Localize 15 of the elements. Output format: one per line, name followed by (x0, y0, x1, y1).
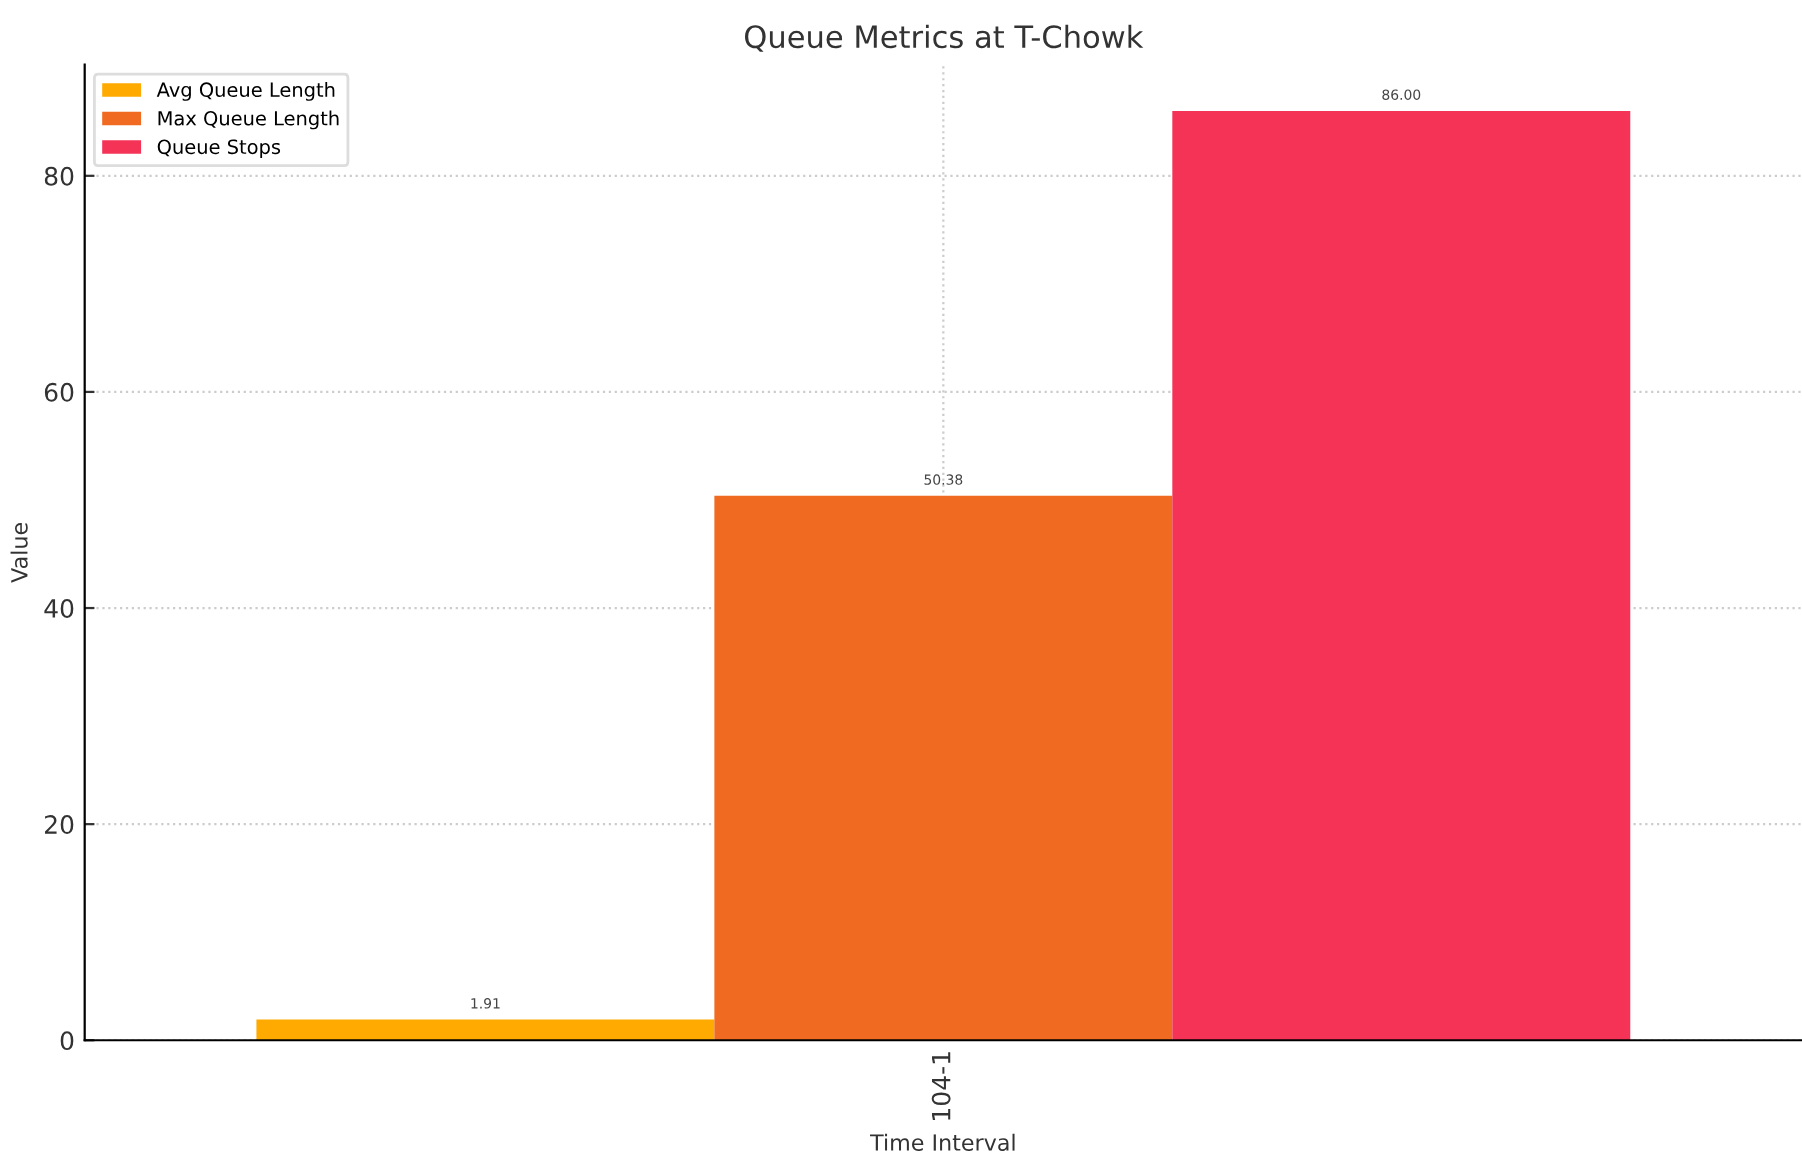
bar (714, 495, 1173, 1041)
chart-title: Queue Metrics at T-Chowk (745, 24, 1144, 52)
legend-label: Queue Stops (157, 139, 281, 158)
y-tick-label: 0 (60, 1031, 74, 1051)
y-tick-label: 40 (44, 598, 74, 618)
y-axis-title: Value (10, 523, 28, 583)
x-tick-label: 104-1 (931, 1052, 951, 1120)
legend-label: Max Queue Length (158, 110, 339, 130)
legend-label: Avg Queue Length (156, 82, 335, 101)
y-tick-label: 80 (44, 166, 74, 186)
bar (256, 1019, 715, 1041)
y-tick-label: 20 (44, 815, 74, 834)
x-axis-title: Time Interval (870, 1133, 1015, 1151)
bar (1172, 110, 1631, 1041)
y-tick-label: 60 (44, 382, 74, 402)
